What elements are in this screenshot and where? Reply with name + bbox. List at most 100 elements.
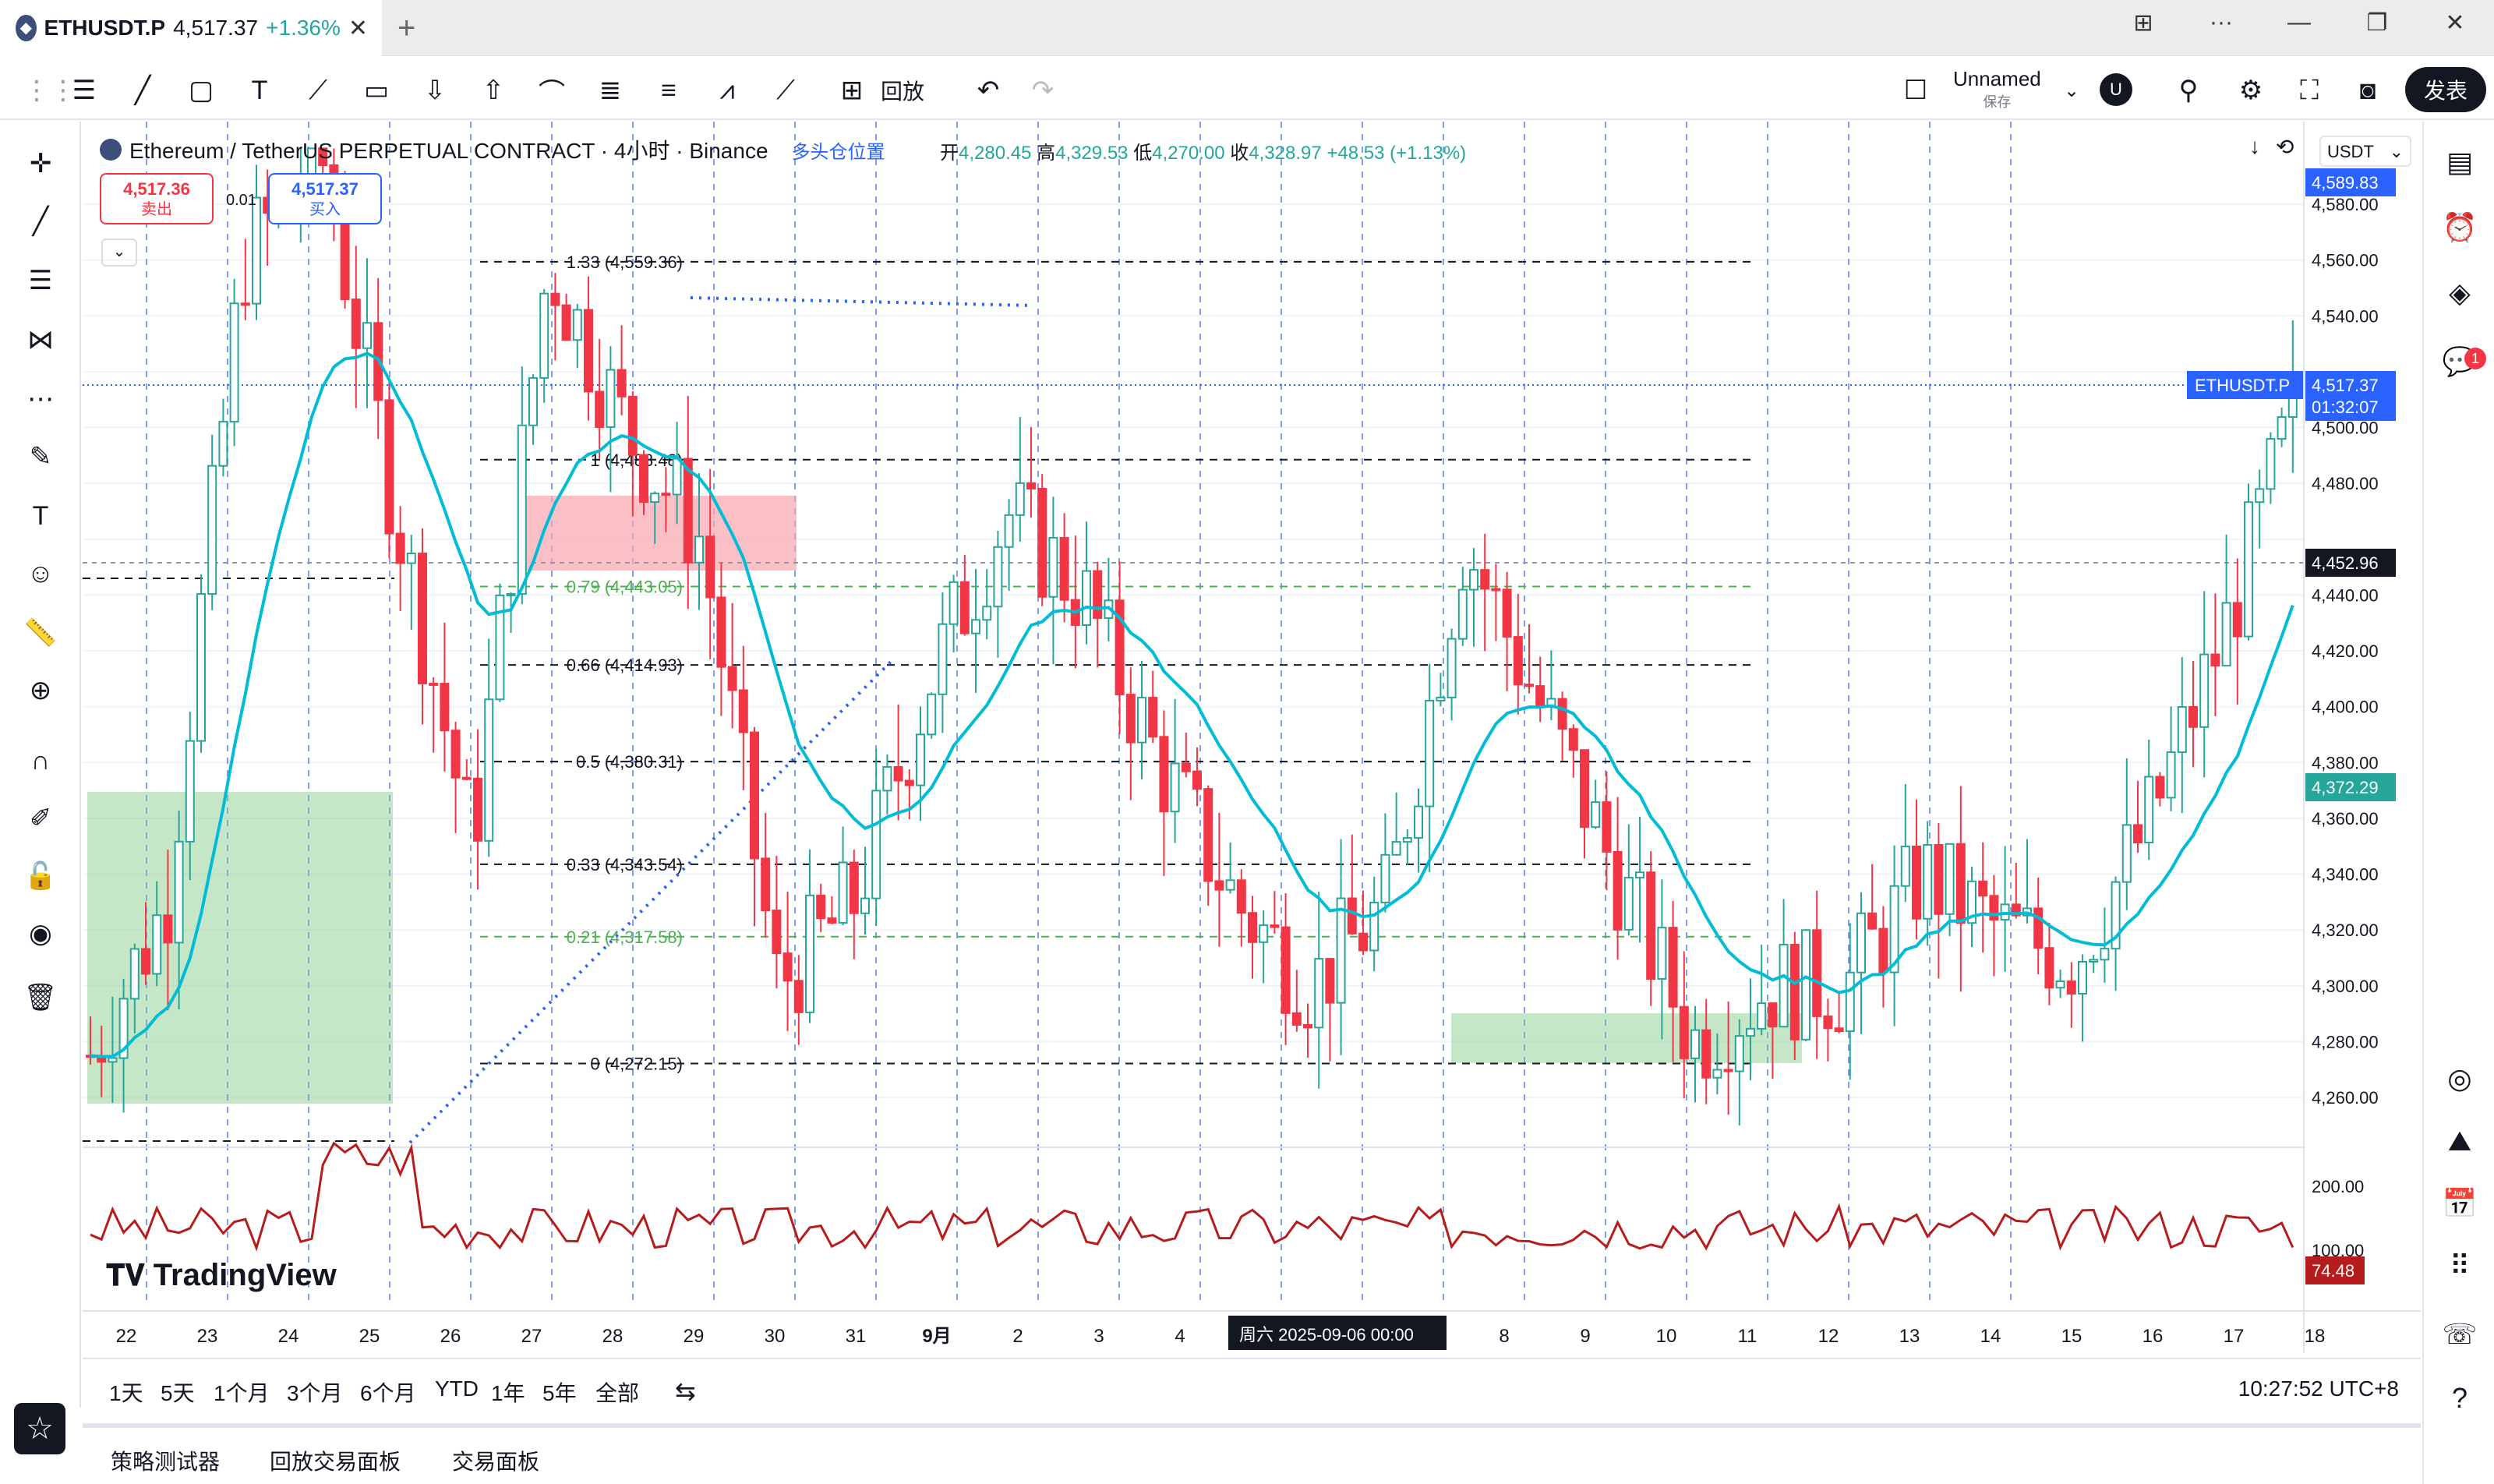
goto-date-icon[interactable]: ⇆: [675, 1377, 696, 1405]
auto-scale-icon[interactable]: ⟲: [2276, 135, 2294, 159]
apps-icon[interactable]: ⠿: [2449, 1249, 2471, 1281]
camera-icon[interactable]: ◙: [2359, 75, 2376, 105]
fib-retracement-icon[interactable]: ☰: [28, 266, 53, 295]
candle-body: [716, 596, 726, 668]
range-ytd[interactable]: YTD: [435, 1376, 479, 1401]
countdown-tag: 01:32:07: [2305, 393, 2396, 421]
layers-icon[interactable]: ◈: [2449, 277, 2471, 309]
watchlist-icon[interactable]: ▤: [2446, 146, 2473, 178]
minimize-icon[interactable]: —: [2287, 9, 2311, 35]
more-icon[interactable]: ···: [2210, 9, 2233, 35]
layout-title: Unnamed: [1953, 67, 2041, 90]
candle-body: [1712, 1069, 1722, 1079]
eye-icon[interactable]: ◉: [29, 919, 52, 949]
price-axis-label: 4,480.00: [2312, 474, 2379, 493]
text-tool-icon[interactable]: T: [32, 500, 49, 531]
replay-button[interactable]: 回放: [881, 80, 925, 104]
zigzag-icon[interactable]: ⩘: [719, 75, 735, 105]
close-window-icon[interactable]: ✕: [2445, 10, 2465, 36]
candle-body: [1170, 762, 1180, 813]
candle-body: [152, 914, 162, 975]
close-value: 4,328.97: [1249, 143, 1322, 164]
magnet-icon[interactable]: ∩: [30, 745, 51, 776]
pine-icon[interactable]: ⛰: [2447, 1124, 2472, 1157]
drag-handle-icon[interactable]: ⋮⋮: [23, 76, 76, 105]
ruler-icon[interactable]: 📏: [23, 618, 58, 648]
trend-icon[interactable]: ⟋: [776, 75, 795, 105]
publish-button[interactable]: 发表: [2405, 67, 2486, 112]
crosshair-price-tag-text: 4,452.96: [2312, 553, 2379, 573]
range-5d[interactable]: 5天: [161, 1381, 195, 1405]
trendline-icon[interactable]: ╱: [32, 207, 49, 236]
undo-icon[interactable]: ↶: [977, 76, 1000, 105]
forecast-icon[interactable]: ⋯: [27, 384, 54, 414]
chevron-down-icon[interactable]: ⌄: [2063, 80, 2080, 101]
currency-select[interactable]: USDT ⌄: [2319, 136, 2411, 167]
fullscreen-icon[interactable]: ⛶: [2300, 75, 2319, 105]
rectangle-icon[interactable]: ▢: [188, 76, 214, 105]
candle-body: [252, 196, 261, 305]
target-icon[interactable]: ◎: [2447, 1062, 2472, 1094]
candle-body: [1402, 837, 1412, 843]
arrow-down-icon[interactable]: ⇩: [423, 76, 447, 105]
redo-icon[interactable]: ↷: [1031, 76, 1054, 105]
range-1d[interactable]: 1天: [109, 1381, 143, 1405]
new-tab-icon[interactable]: +: [397, 11, 416, 45]
quick-search-icon[interactable]: ⚲: [2178, 76, 2199, 105]
maximize-icon[interactable]: ❐: [2366, 10, 2388, 36]
settings-icon[interactable]: ⚙: [2238, 76, 2263, 105]
candle-body: [2066, 980, 2076, 995]
tab-replay-trading[interactable]: 回放交易面板: [270, 1450, 401, 1474]
emoji-icon[interactable]: ☺: [26, 558, 55, 588]
lock-drawing-icon[interactable]: ✐: [29, 804, 52, 833]
range-1y[interactable]: 1年: [491, 1381, 525, 1405]
tab-strategy-tester[interactable]: 策略测试器: [111, 1450, 221, 1474]
brush-icon[interactable]: ✎: [29, 442, 52, 472]
feed-icon[interactable]: ☏: [2442, 1318, 2478, 1350]
alerts-clock-icon[interactable]: ⏰: [2442, 211, 2478, 243]
range-all[interactable]: 全部: [595, 1381, 640, 1405]
browser-tab[interactable]: ◆ ETHUSDT.P 4,517.37 +1.36% ✕: [0, 0, 382, 56]
pattern-icon[interactable]: ⋈: [27, 325, 54, 355]
crosshair-time-bg: [1228, 1316, 1447, 1350]
layout-icon[interactable]: ⊞: [2133, 10, 2153, 36]
buy-button[interactable]: 4,517.37 买入: [268, 173, 382, 224]
range-6m[interactable]: 6个月: [360, 1381, 416, 1405]
scroll-down-icon[interactable]: ↓: [2249, 134, 2260, 158]
zoom-in-icon[interactable]: ⊕: [29, 676, 52, 705]
clock[interactable]: 10:27:52 UTC+8: [2238, 1376, 2399, 1401]
layout-name[interactable]: Unnamed 保存: [1953, 67, 2041, 111]
arrow-up-icon[interactable]: ⇧: [482, 76, 505, 105]
calendar-icon[interactable]: 📅: [2442, 1187, 2478, 1219]
lock-icon[interactable]: 🔓: [23, 861, 58, 891]
crosshair-icon[interactable]: ✛: [29, 149, 52, 178]
candle-body: [2155, 776, 2165, 799]
tradingview-logo: 𝐓𝐕 TradingView: [106, 1258, 337, 1293]
range-3m[interactable]: 3个月: [287, 1381, 343, 1405]
candle-body: [473, 777, 482, 842]
tab-trading-panel[interactable]: 交易面板: [452, 1450, 540, 1474]
price-chart[interactable]: 1 (4,488.48)0.79 (4,443.05)0.66 (4,414.9…: [83, 122, 2421, 1353]
crosshair-price-tag: 4,452.96: [2305, 549, 2396, 577]
favorites-star-icon[interactable]: ☆: [14, 1403, 65, 1454]
crosshair-box-icon[interactable]: ⊞: [840, 76, 864, 105]
parallel-channel-icon[interactable]: ≡: [661, 75, 676, 105]
tab-close-icon[interactable]: ✕: [348, 15, 368, 41]
range-1m[interactable]: 1个月: [214, 1381, 270, 1405]
time-axis-label: 14: [1980, 1326, 2001, 1347]
sell-button[interactable]: 4,517.36 卖出: [100, 173, 214, 224]
menu-icon[interactable]: ☰: [72, 76, 97, 105]
line-tool-icon[interactable]: ╱: [134, 76, 151, 105]
path-icon[interactable]: ⟋: [309, 75, 327, 105]
text-icon[interactable]: T: [251, 75, 268, 105]
trash-icon[interactable]: 🗑: [23, 983, 58, 1012]
curve-icon[interactable]: ⌒: [539, 78, 565, 108]
collapse-chevron-icon[interactable]: ⌄: [101, 238, 137, 267]
symbol-title[interactable]: Ethereum / TetherUS PERPETUAL CONTRACT ·…: [129, 139, 768, 163]
checkbox-icon[interactable]: ☐: [1903, 76, 1928, 105]
callout-icon[interactable]: ▭: [363, 76, 390, 105]
range-5y[interactable]: 5年: [542, 1381, 577, 1405]
help-icon[interactable]: ?: [2451, 1382, 2468, 1414]
avatar[interactable]: U: [2100, 73, 2132, 106]
fib-icon[interactable]: ≣: [599, 76, 622, 105]
